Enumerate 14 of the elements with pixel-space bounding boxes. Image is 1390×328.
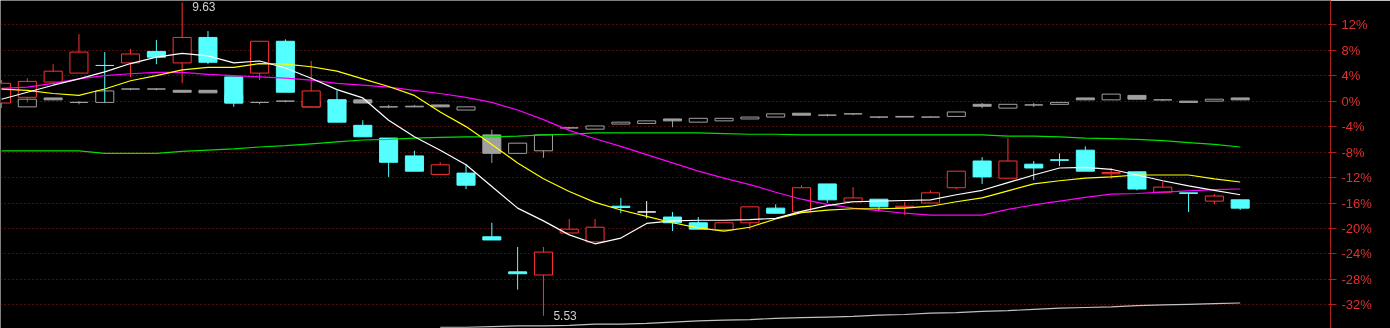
- y-tick-label: -8%: [1341, 144, 1366, 160]
- y-tick-label: 0%: [1341, 93, 1361, 109]
- y-tick-label: -32%: [1341, 297, 1373, 313]
- y-tick-label: -20%: [1341, 221, 1373, 237]
- y-tick-label: 4%: [1341, 68, 1361, 84]
- y-tick-label: -24%: [1341, 246, 1373, 262]
- y-tick-label: -4%: [1341, 119, 1366, 135]
- annotation: 5.53: [553, 309, 578, 324]
- y-tick-label: -16%: [1341, 195, 1373, 211]
- annotation: 9.63: [192, 0, 216, 15]
- y-tick-label: 12%: [1341, 17, 1368, 33]
- y-tick-label: -28%: [1341, 271, 1373, 287]
- y-tick-label: 8%: [1341, 42, 1361, 58]
- y-tick-label: -12%: [1341, 170, 1373, 186]
